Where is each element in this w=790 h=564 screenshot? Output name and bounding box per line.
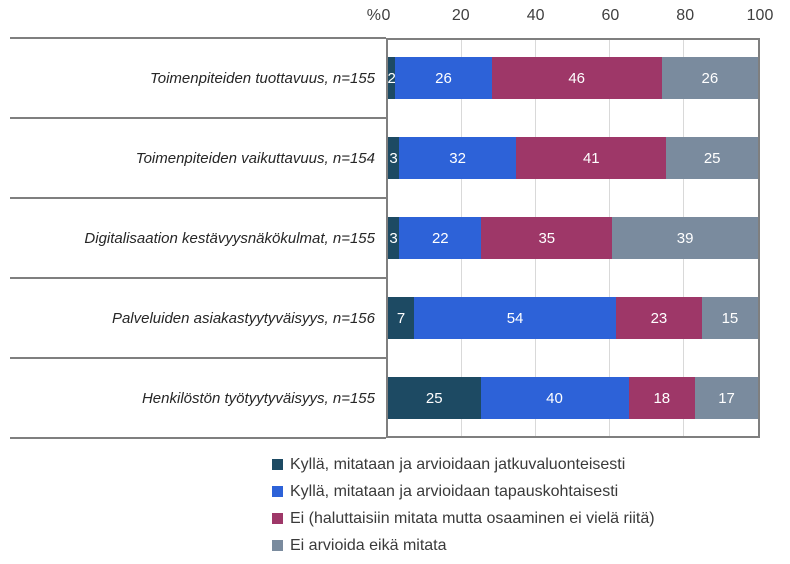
- category-label: Digitalisaation kestävyysnäkökulmat, n=1…: [84, 229, 375, 247]
- stacked-bar: 2 26 46 26: [388, 57, 758, 99]
- bar-value-label: 35: [538, 229, 556, 247]
- bar-value-label: 41: [582, 149, 600, 167]
- bar-row: 7 54 23 15: [388, 278, 758, 358]
- bar-segment: 41: [516, 137, 667, 179]
- legend-item-label: Ei arvioida eikä mitata: [290, 536, 447, 554]
- legend-marker-icon: [272, 513, 283, 524]
- bar-segment: 32: [398, 137, 517, 179]
- bar-segment: 7: [388, 297, 415, 339]
- bar-row: 3 32 41 25: [388, 118, 758, 198]
- legend-item-label: Ei (haluttaisiin mitata mutta osaaminen …: [290, 509, 655, 527]
- plot-area: 2 26 46 26 3 32 41 25 3 22 35 39 7 54 23 15 25 40 18 17: [386, 38, 760, 438]
- bar-segment: 54: [414, 297, 616, 339]
- bar-segment: 3: [388, 217, 400, 259]
- bar-segment: 39: [612, 217, 758, 259]
- axis-tick-label: 20: [451, 7, 470, 24]
- category-label: Henkilöstön työtyytyväisyys, n=155: [141, 389, 375, 407]
- bar-value-label: 39: [676, 229, 694, 247]
- category-label: Palveluiden asiakastyytyväisyys, n=156: [111, 309, 375, 327]
- stacked-bar: 3 22 35 39: [388, 217, 758, 259]
- stacked-bar: 3 32 41 25: [388, 137, 758, 179]
- bar-segment: 18: [628, 377, 696, 419]
- bar-segment: 26: [395, 57, 492, 99]
- legend-item: Kyllä, mitataan ja arvioidaan tapauskoht…: [272, 478, 655, 505]
- bar-segment: 23: [615, 297, 702, 339]
- bar-row: 3 22 35 39: [388, 198, 758, 278]
- axis-tick-label: 60: [601, 7, 620, 24]
- bar-value-label: 40: [546, 389, 563, 407]
- bar-value-label: 25: [425, 389, 443, 407]
- row-separator: [10, 437, 386, 439]
- legend-item-label: Kyllä, mitataan ja arvioidaan tapauskoht…: [290, 482, 619, 500]
- legend-marker-icon: [272, 486, 283, 497]
- row-separator: [10, 277, 386, 279]
- category-label: Toimenpiteiden tuottavuus, n=155: [149, 69, 375, 87]
- bar-segment: 15: [701, 297, 758, 339]
- bar-value-label: 3: [389, 229, 398, 247]
- bar-value-label: 25: [703, 149, 721, 167]
- bar-segment: 26: [661, 57, 758, 99]
- bar-value-label: 26: [435, 69, 452, 87]
- bar-value-label: 2: [387, 69, 396, 87]
- bar-value-label: 22: [431, 229, 449, 247]
- bar-value-label: 26: [701, 69, 719, 87]
- legend-marker-icon: [272, 540, 283, 551]
- stacked-bar: 7 54 23 15: [388, 297, 758, 339]
- bar-value-label: 17: [718, 389, 735, 407]
- bar-segment: 35: [481, 217, 613, 259]
- bar-value-label: 18: [653, 389, 671, 407]
- x-axis: % 0 20 40 60 80 100: [367, 0, 774, 38]
- legend-item-label: Kyllä, mitataan ja arvioidaan jatkuvaluo…: [290, 455, 626, 473]
- bar-value-label: 32: [449, 149, 466, 167]
- stacked-bar: 25 40 18 17: [388, 377, 758, 419]
- legend: Kyllä, mitataan ja arvioidaan jatkuvaluo…: [272, 451, 655, 559]
- row-separator: [10, 357, 386, 359]
- legend-item: Kyllä, mitataan ja arvioidaan jatkuvaluo…: [272, 451, 655, 478]
- axis-tick-label: 40: [526, 7, 545, 24]
- row-separator: [10, 117, 386, 119]
- bar-value-label: 3: [389, 149, 398, 167]
- axis-tick-label: 80: [676, 7, 695, 24]
- bar-segment: 3: [388, 137, 399, 179]
- bar-segment: 17: [695, 377, 758, 419]
- bar-segment: 22: [399, 217, 482, 259]
- bar-row: 2 26 46 26: [388, 38, 758, 118]
- row-separator: [10, 37, 386, 39]
- category-label: Toimenpiteiden vaikuttavuus, n=154: [135, 149, 375, 167]
- axis-tick-label: 100: [746, 7, 774, 24]
- category-label-column: Toimenpiteiden tuottavuus, n=155 Toimenpi…: [0, 37, 386, 439]
- percent-sign-label: %: [366, 7, 381, 24]
- axis-tick-label: 0: [381, 7, 391, 24]
- bar-value-label: 15: [721, 309, 739, 327]
- bar-value-label: 7: [396, 309, 406, 327]
- bar-value-label: 23: [650, 309, 668, 327]
- bar-segment: 25: [388, 377, 481, 419]
- bar-segment: 25: [666, 137, 758, 179]
- bar-segment: 46: [491, 57, 662, 99]
- bar-value-label: 54: [506, 309, 524, 327]
- bar-row: 25 40 18 17: [388, 358, 758, 438]
- legend-marker-icon: [272, 459, 283, 470]
- legend-item: Ei (haluttaisiin mitata mutta osaaminen …: [272, 505, 655, 532]
- bar-segment: 2: [387, 57, 396, 99]
- row-separator: [10, 197, 386, 199]
- bar-value-label: 46: [568, 69, 586, 87]
- legend-item: Ei arvioida eikä mitata: [272, 532, 655, 559]
- bar-segment: 40: [480, 377, 629, 419]
